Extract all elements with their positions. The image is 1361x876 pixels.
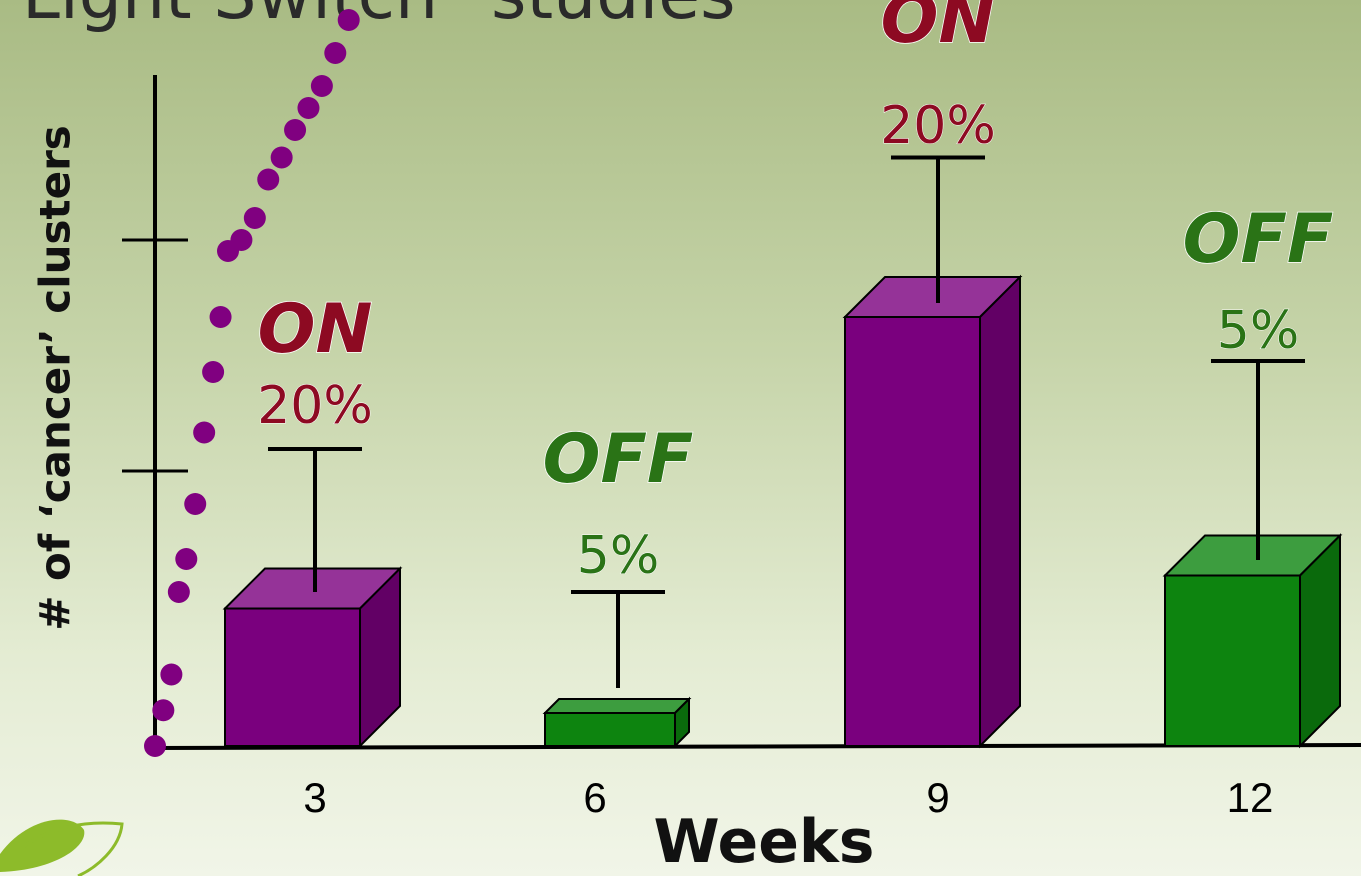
trend-dot (324, 42, 347, 64)
bar-front (544, 712, 676, 747)
slide-title: Light Switch" studies (22, 0, 736, 35)
x-tick-label: 6 (583, 774, 606, 821)
bar-front (224, 607, 361, 747)
trend-dot (230, 229, 253, 251)
trend-dot (310, 75, 333, 97)
x-tick-label: 3 (303, 774, 326, 821)
trend-dot (152, 699, 175, 722)
bar-top (542, 698, 692, 714)
trend-dot (270, 146, 293, 169)
bar-side (674, 696, 690, 749)
bar-front (1164, 574, 1301, 747)
trend-dot (297, 97, 320, 119)
percent-label: 5% (577, 526, 660, 586)
trend-dot (144, 735, 166, 757)
trend-dot (202, 361, 225, 383)
x-axis-line (149, 743, 1361, 750)
status-label: OFF (1183, 200, 1334, 279)
status-label: ON (881, 0, 996, 59)
trend-dot (243, 207, 266, 229)
trend-dot (284, 119, 307, 141)
trend-dot (160, 663, 183, 686)
status-label: OFF (543, 420, 694, 499)
percent-label: 5% (1217, 301, 1300, 361)
trend-dot (184, 493, 207, 515)
bar-side (1299, 533, 1341, 749)
trend-dot (209, 306, 232, 328)
trend-dot (175, 548, 198, 570)
percent-label: 20% (257, 376, 373, 436)
x-tick-label: 12 (1227, 774, 1274, 821)
bar-side (359, 566, 401, 749)
bar-front (844, 316, 981, 747)
bar-side (979, 274, 1021, 749)
percent-label: 20% (880, 96, 996, 156)
trend-dot (257, 168, 280, 191)
x-tick-label: 9 (926, 774, 949, 821)
trend-dot (193, 421, 216, 444)
trend-dot (167, 581, 190, 603)
leaf-logo-icon (0, 819, 124, 876)
trend-dot (337, 9, 360, 31)
status-label: ON (258, 290, 373, 369)
x-axis-label: Weeks (653, 807, 875, 876)
